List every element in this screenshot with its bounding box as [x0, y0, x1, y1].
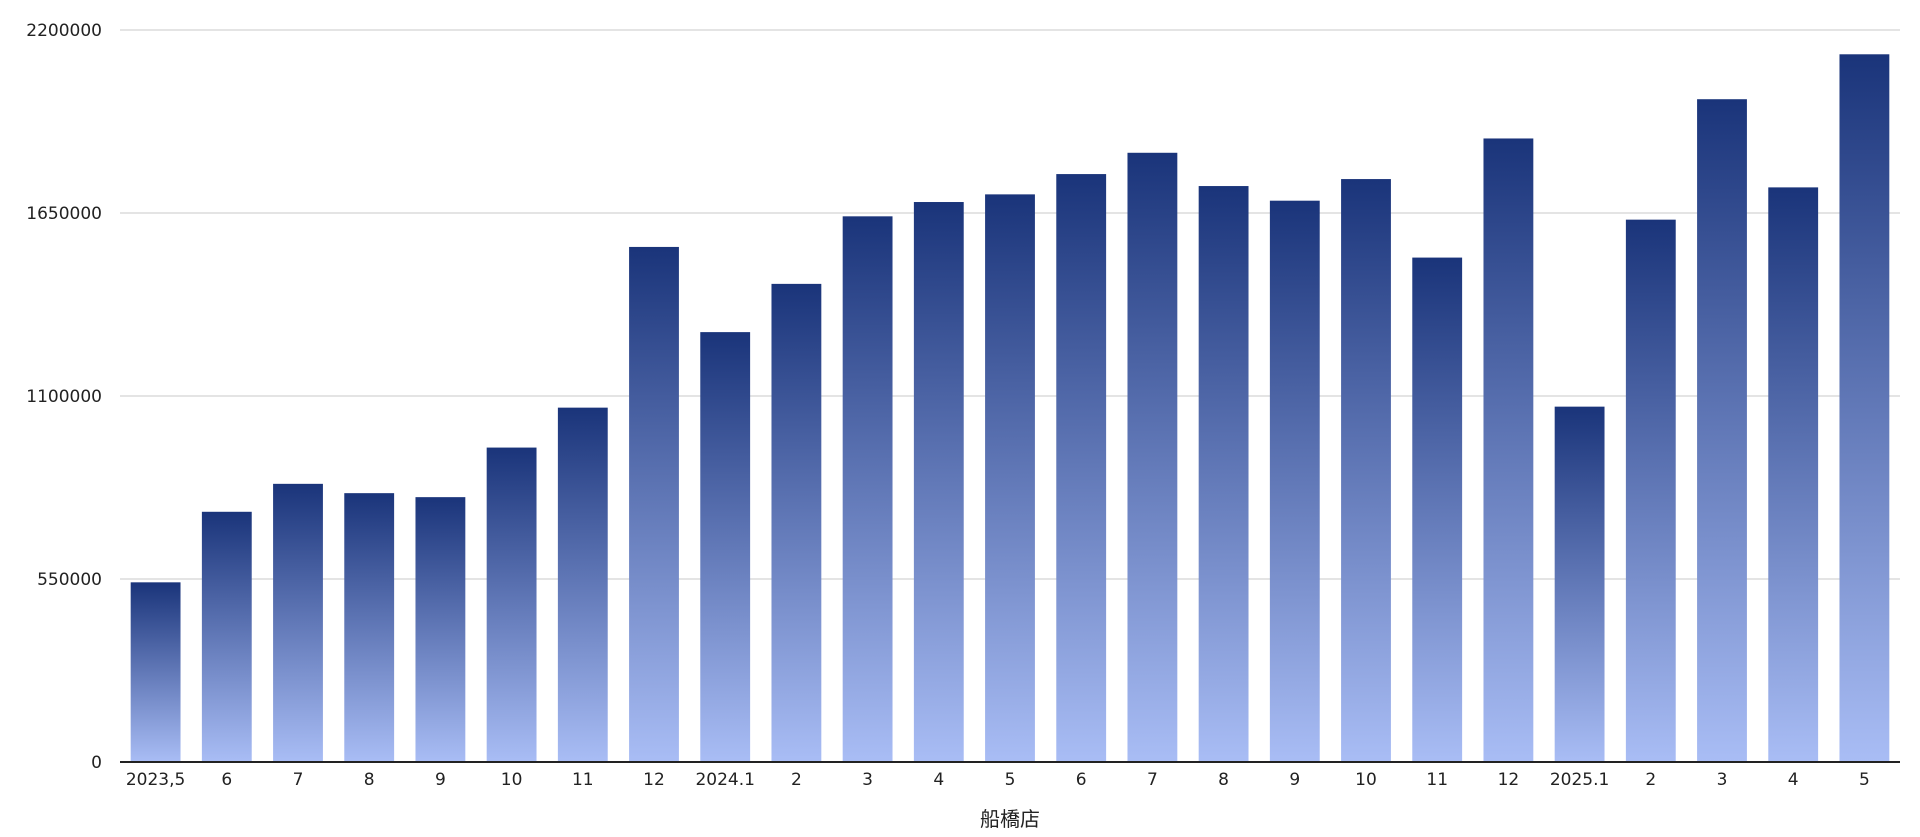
bar — [1412, 257, 1463, 762]
x-tick-label: 2023,5 — [126, 770, 185, 790]
bar — [700, 332, 751, 762]
x-tick-label: 5 — [1005, 770, 1016, 790]
x-tick-label: 7 — [1147, 770, 1158, 790]
y-tick-label: 1650000 — [26, 204, 102, 224]
x-tick-label: 12 — [1498, 770, 1520, 790]
bar — [1341, 179, 1391, 762]
bar — [1269, 200, 1320, 762]
x-tick-label: 3 — [1717, 770, 1728, 790]
x-tick-label: 2 — [1645, 770, 1656, 790]
bar — [201, 511, 252, 762]
x-tick-label: 10 — [501, 770, 523, 790]
bars — [130, 54, 1890, 763]
x-tick-label: 11 — [572, 770, 594, 790]
y-tick-label: 2200000 — [26, 21, 102, 41]
x-tick-label: 2 — [791, 770, 802, 790]
bar — [557, 407, 608, 762]
bar — [1839, 54, 1890, 763]
x-tick-label: 8 — [1218, 770, 1229, 790]
y-tick-label: 550000 — [37, 570, 102, 590]
bar — [1697, 99, 1747, 762]
x-tick-label: 9 — [435, 770, 446, 790]
bar — [130, 582, 181, 762]
x-tick-label: 10 — [1355, 770, 1377, 790]
y-axis-ticks: 0 550000 1100000 1650000 2200000 — [26, 21, 102, 773]
x-tick-label: 8 — [364, 770, 375, 790]
bar — [985, 194, 1035, 762]
bar — [629, 246, 679, 763]
bar — [486, 447, 537, 762]
bar — [1554, 406, 1605, 762]
bar — [1127, 152, 1178, 762]
bar — [344, 493, 395, 762]
bar — [1198, 186, 1249, 763]
bar — [273, 483, 323, 762]
x-tick-label: 11 — [1426, 770, 1448, 790]
x-tick-label: 6 — [221, 770, 232, 790]
x-axis-ticks: 2023,5 6 7 8 9 10 11 12 2024.1 2 3 4 5 6 7 8 9 10 11 12 2025… — [126, 770, 1870, 790]
bar — [1056, 174, 1107, 762]
y-tick-label: 0 — [91, 753, 102, 773]
bar — [842, 216, 893, 762]
x-tick-label: 4 — [933, 770, 944, 790]
x-tick-label: 12 — [643, 770, 665, 790]
x-tick-label: 7 — [293, 770, 304, 790]
x-tick-label: 3 — [862, 770, 873, 790]
bar — [1483, 138, 1534, 762]
x-tick-label: 9 — [1289, 770, 1300, 790]
x-tick-label: 5 — [1859, 770, 1870, 790]
x-tick-label: 2025.1 — [1550, 770, 1609, 790]
x-tick-label: 4 — [1788, 770, 1799, 790]
bar — [1768, 187, 1819, 762]
x-tick-label: 6 — [1076, 770, 1087, 790]
bar — [913, 202, 964, 762]
bar — [1625, 219, 1676, 762]
y-tick-label: 1100000 — [26, 387, 102, 407]
x-tick-label: 2024.1 — [695, 770, 754, 790]
x-axis-title: 船橋店 — [980, 807, 1040, 831]
bar — [771, 283, 822, 762]
bar — [415, 497, 466, 762]
